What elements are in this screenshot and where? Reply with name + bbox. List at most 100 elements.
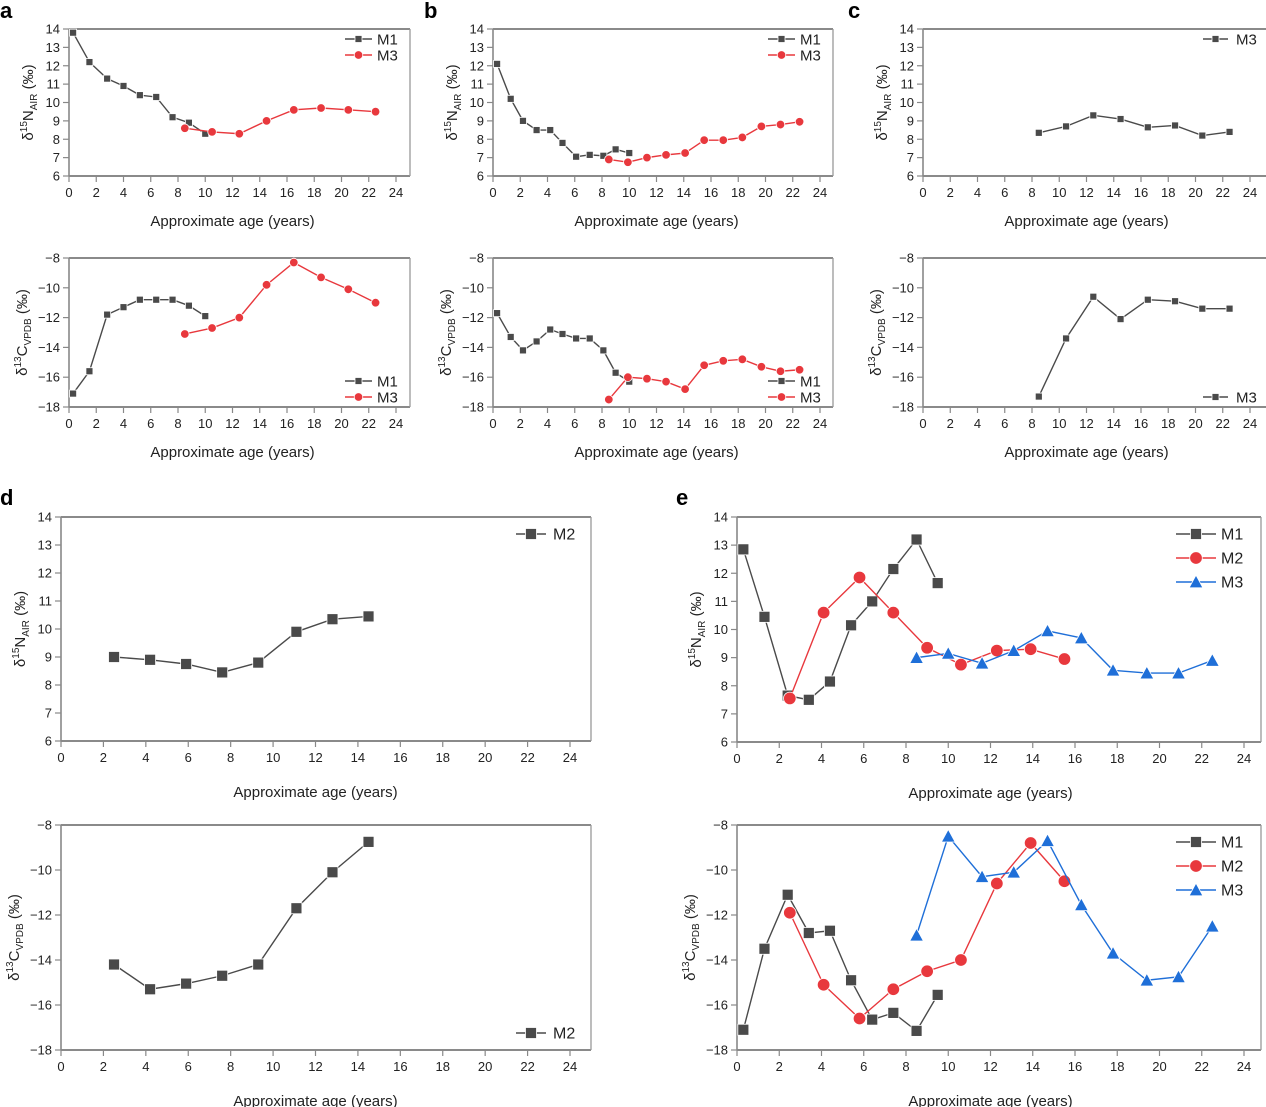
legend-label: M3 (1221, 575, 1243, 592)
series-line-m1 (72, 299, 206, 395)
data-point-m2 (886, 605, 901, 620)
data-point-m1 (781, 888, 794, 901)
legend-marker-square-icon (1211, 35, 1220, 43)
legend-marker-square-icon (777, 35, 786, 43)
x-tick-label: 2 (100, 1059, 107, 1074)
x-tick-label: 4 (142, 750, 149, 765)
x-tick-label: 6 (1001, 185, 1008, 200)
y-axis-title: δ13CVPDB (‰) (13, 289, 34, 376)
series-line-m2 (113, 841, 369, 990)
x-tick-label: 12 (649, 185, 663, 200)
series-m3 (180, 257, 381, 339)
y-title-subscript: AIR (453, 94, 464, 111)
x-tick-label: 22 (1216, 416, 1230, 431)
data-point-m1 (572, 334, 581, 343)
y-title-element: N (20, 110, 37, 121)
legend-label: M1 (377, 374, 398, 391)
data-point-m2 (783, 691, 797, 706)
y-tick-label: 13 (470, 40, 484, 55)
data-point-m1 (910, 1024, 923, 1037)
y-title-superscript: 13 (13, 356, 24, 368)
data-point-m1 (519, 116, 527, 125)
x-tick-label: 16 (704, 185, 718, 200)
data-point-m1 (493, 309, 501, 318)
y-tick-label: 6 (45, 734, 52, 749)
data-point-m2 (954, 953, 968, 967)
data-point-m2 (108, 651, 120, 663)
x-tick-label: 6 (147, 185, 154, 200)
legend-label: M1 (1221, 835, 1243, 852)
data-point-m1 (532, 126, 541, 134)
x-tick-label: 10 (266, 1059, 280, 1074)
data-point-m3 (289, 257, 299, 268)
legend-label: M3 (800, 390, 821, 407)
data-point-m3 (180, 123, 190, 133)
x-tick-label: 12 (649, 416, 663, 431)
y-tick-label: −16 (38, 370, 60, 385)
x-tick-label: 10 (1052, 416, 1066, 431)
x-tick-label: 20 (1188, 416, 1202, 431)
data-point-m1 (866, 1013, 879, 1026)
y-title-superscript: 15 (443, 121, 454, 133)
y-tick-label: −18 (38, 400, 60, 415)
y-title-element: N (12, 637, 29, 648)
y-title-element: C (438, 345, 455, 356)
y-tick-label: −16 (462, 370, 484, 385)
series-m1 (69, 28, 210, 138)
y-axis-title: δ13CVPDB (‰) (437, 289, 458, 376)
y-tick-label: 7 (45, 706, 52, 721)
x-axis-title: Approximate age (years) (233, 784, 397, 801)
series-m3 (604, 354, 805, 405)
data-point-m3 (794, 365, 805, 375)
x-tick-label: 14 (351, 1059, 365, 1074)
data-point-m1 (519, 346, 527, 355)
y-tick-label: 10 (470, 95, 484, 110)
x-tick-label: 16 (1068, 1059, 1082, 1074)
x-tick-label: 14 (351, 750, 365, 765)
x-tick-label: 4 (544, 185, 551, 200)
data-point-m2 (1023, 836, 1038, 850)
y-axis-title: δ13CVPDB (‰) (681, 894, 702, 981)
x-tick-label: 10 (622, 416, 636, 431)
y-tick-label: 11 (47, 77, 61, 92)
y-title-superscript: 15 (19, 121, 30, 133)
series-line-m3 (184, 261, 376, 335)
data-point-m1 (546, 126, 555, 134)
x-tick-label: 4 (142, 1059, 149, 1074)
x-tick-label: 12 (983, 751, 997, 766)
x-tick-label: 2 (517, 416, 524, 431)
data-point-m3 (1073, 897, 1089, 912)
legend-label: M1 (800, 374, 821, 391)
data-point-m3 (1116, 315, 1125, 323)
x-axis-title: Approximate age (years) (908, 785, 1072, 802)
data-point-m3 (1139, 972, 1155, 987)
chart-d-top: 0 2 4 6 8 10 12 14 16 18 20 22 2467891011121314Appro… (11, 510, 592, 801)
x-tick-label: 16 (1134, 185, 1148, 200)
x-tick-label: 8 (598, 185, 605, 200)
y-title-element: N (688, 637, 705, 648)
legend-marker-square-icon (777, 377, 786, 385)
series-line-m3 (1038, 295, 1230, 397)
y-tick-label: −12 (30, 908, 52, 923)
series-m2 (108, 835, 375, 996)
y-tick-label: 12 (38, 566, 52, 581)
data-point-m3 (1198, 304, 1207, 313)
y-title-subscript: VPDB (447, 318, 458, 346)
y-tick-label: 14 (900, 22, 914, 37)
x-tick-label: 12 (1079, 416, 1093, 431)
series-line-m3 (915, 834, 1213, 981)
y-axis-title: δ15NAIR (‰) (687, 591, 708, 667)
chart-d-bottom: 0 2 4 6 8 10 12 14 16 18 20 22 24−18−16−14−12−10−8Ap… (5, 818, 592, 1107)
x-tick-label: 0 (57, 750, 64, 765)
y-title-subscript: VPDB (691, 923, 702, 951)
data-point-m1 (758, 942, 771, 955)
legend-label: M3 (1236, 32, 1257, 49)
data-point-m2 (816, 978, 831, 992)
y-title-subscript: AIR (697, 621, 708, 638)
data-point-m1 (506, 333, 515, 341)
x-tick-label: 12 (1079, 185, 1093, 200)
data-point-m3 (1171, 121, 1179, 130)
legend-label: M2 (553, 1026, 575, 1043)
legend-item-m1: M1 (1176, 527, 1243, 544)
x-tick-label: 0 (65, 416, 72, 431)
